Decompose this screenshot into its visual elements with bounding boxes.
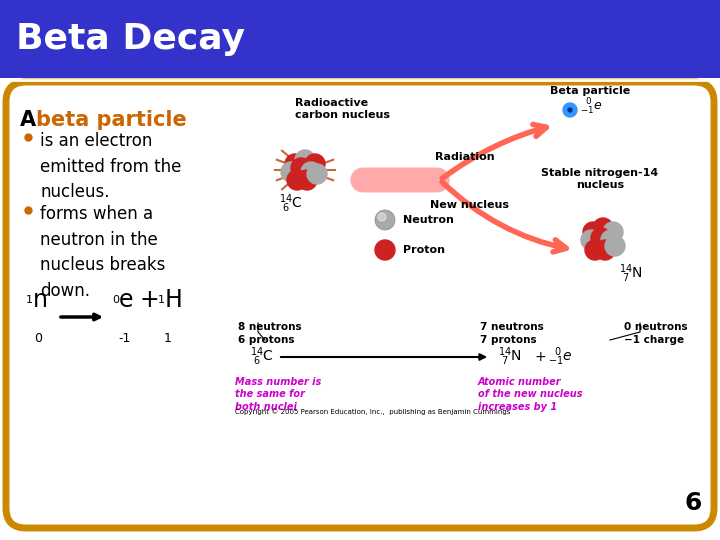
Circle shape <box>601 230 621 250</box>
Circle shape <box>605 236 625 256</box>
Circle shape <box>593 218 613 238</box>
Circle shape <box>305 154 325 174</box>
Text: $^{\ \ 0}_{-1}$e: $^{\ \ 0}_{-1}$e <box>580 97 603 117</box>
Circle shape <box>297 170 317 190</box>
Text: +: + <box>535 350 546 364</box>
Text: 0 neutrons
−1 charge: 0 neutrons −1 charge <box>624 322 688 345</box>
Text: -1: -1 <box>118 332 130 345</box>
Text: $^{14}_{\ 6}$C: $^{14}_{\ 6}$C <box>250 346 274 368</box>
Text: Beta particle: Beta particle <box>550 86 630 96</box>
FancyArrowPatch shape <box>442 125 546 178</box>
Circle shape <box>375 210 395 230</box>
Circle shape <box>378 213 386 221</box>
Text: A: A <box>20 110 43 130</box>
FancyBboxPatch shape <box>6 82 714 528</box>
Text: Radiation: Radiation <box>435 152 495 162</box>
Text: Copyright © 2005 Pearson Education, Inc.,  publishing as Benjamin Cummings: Copyright © 2005 Pearson Education, Inc.… <box>235 408 510 415</box>
Circle shape <box>583 222 603 242</box>
Text: 7 neutrons
7 protons: 7 neutrons 7 protons <box>480 322 544 345</box>
Text: Stable nitrogen-14
nucleus: Stable nitrogen-14 nucleus <box>541 167 659 190</box>
Text: e: e <box>119 288 133 312</box>
Circle shape <box>287 170 307 190</box>
Circle shape <box>375 240 395 260</box>
Text: Atomic number
of the new nucleus
increases by 1: Atomic number of the new nucleus increas… <box>478 377 582 412</box>
Text: $^{14}_{\ 7}$N: $^{14}_{\ 7}$N <box>498 346 522 368</box>
Text: 6: 6 <box>685 491 702 515</box>
Circle shape <box>285 154 305 174</box>
Text: 0: 0 <box>112 295 119 305</box>
Text: $^{14}_{\ 6}$C: $^{14}_{\ 6}$C <box>279 192 303 214</box>
Circle shape <box>301 162 321 182</box>
Text: Beta Decay: Beta Decay <box>16 22 245 56</box>
Text: New nucleus: New nucleus <box>430 200 509 210</box>
Text: H: H <box>165 288 183 312</box>
Text: 0: 0 <box>34 332 42 345</box>
Text: Mass number is
the same for
both nuclei: Mass number is the same for both nuclei <box>235 377 321 412</box>
Circle shape <box>291 158 311 178</box>
Circle shape <box>568 108 572 112</box>
Text: 1: 1 <box>164 332 172 345</box>
Text: is an electron
emitted from the
nucleus.: is an electron emitted from the nucleus. <box>40 132 181 201</box>
Circle shape <box>595 240 615 260</box>
Text: 8 neutrons
6 protons: 8 neutrons 6 protons <box>238 322 302 345</box>
Text: beta particle: beta particle <box>36 110 186 130</box>
Circle shape <box>603 222 623 242</box>
Circle shape <box>585 240 605 260</box>
Text: +: + <box>140 288 160 312</box>
Circle shape <box>307 164 327 184</box>
Text: Proton: Proton <box>403 245 445 255</box>
Text: n: n <box>33 288 48 312</box>
Circle shape <box>581 230 601 250</box>
Circle shape <box>563 103 577 117</box>
Text: Neutron: Neutron <box>403 215 454 225</box>
Circle shape <box>295 150 315 170</box>
Text: forms when a
neutron in the
nucleus breaks
down.: forms when a neutron in the nucleus brea… <box>40 205 166 300</box>
Text: 1: 1 <box>158 295 165 305</box>
FancyBboxPatch shape <box>0 0 720 78</box>
Circle shape <box>281 162 301 182</box>
Circle shape <box>591 228 611 248</box>
Text: 1: 1 <box>26 295 33 305</box>
Text: $^{14}_{\ 7}$N: $^{14}_{\ 7}$N <box>619 262 643 285</box>
FancyArrowPatch shape <box>442 182 566 252</box>
Text: Radioactive
carbon nucleus: Radioactive carbon nucleus <box>295 98 390 120</box>
Text: $^{\ \ 0}_{-1}$e: $^{\ \ 0}_{-1}$e <box>548 346 573 368</box>
